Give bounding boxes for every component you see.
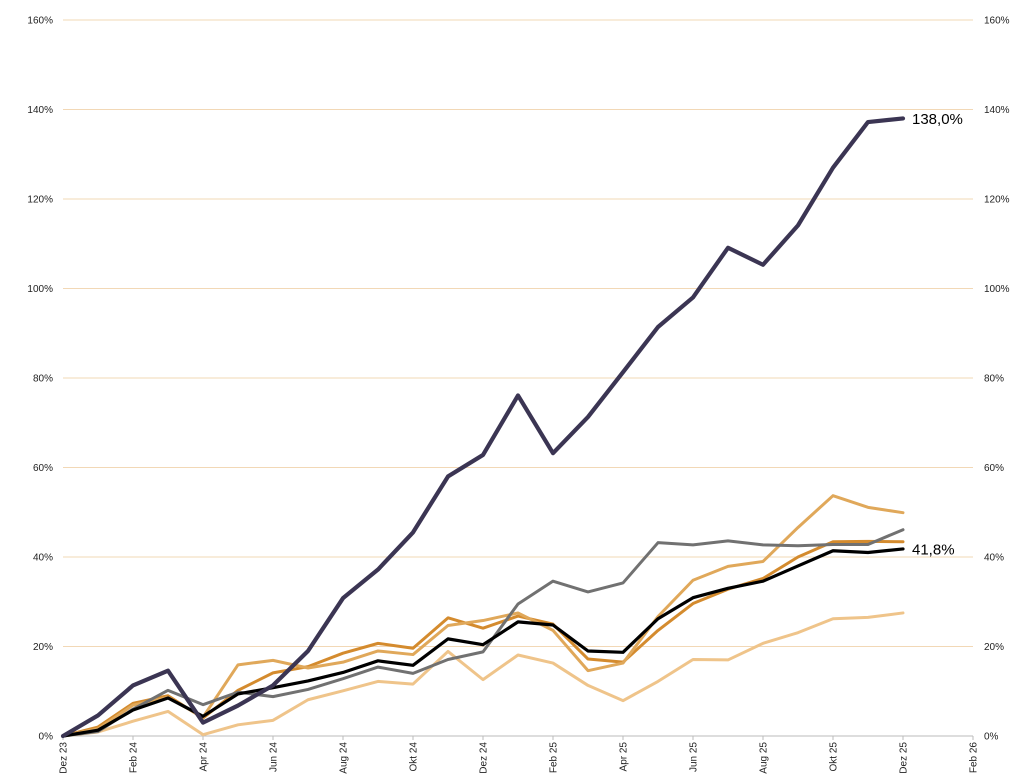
end-label-1: 138,0% bbox=[912, 111, 963, 128]
series-lines bbox=[60, 116, 906, 739]
series-line-6 bbox=[61, 611, 905, 738]
x-tick-label: Okt 25 bbox=[829, 742, 840, 772]
x-axis-ticks: Dez 23 Feb 24 Apr 24 Jun 24 Aug 24 Okt 24 Dez … bbox=[59, 736, 980, 774]
y-tick-label: 20% bbox=[33, 642, 53, 653]
y-tick-label: 160% bbox=[27, 16, 53, 27]
x-tick-label: Apr 25 bbox=[619, 742, 630, 772]
x-tick-label: Jun 24 bbox=[269, 742, 280, 772]
y-tick-label: 40% bbox=[984, 553, 1004, 564]
end-label-2: 41,8% bbox=[912, 541, 955, 558]
y-tick-label: 60% bbox=[984, 463, 1004, 474]
y-tick-label: 0% bbox=[39, 732, 54, 743]
x-tick-label: Dez 24 bbox=[479, 742, 490, 774]
y-axis-left: 0% 20% 40% 60% 80% 100% 120% 140% 160% bbox=[27, 16, 53, 743]
x-tick-label: Aug 25 bbox=[759, 742, 770, 774]
x-tick-label: Dez 25 bbox=[899, 742, 910, 774]
y-tick-label: 140% bbox=[984, 105, 1010, 116]
series-line-3 bbox=[61, 528, 905, 738]
x-tick-label: Aug 24 bbox=[339, 742, 350, 774]
series-line-2 bbox=[61, 547, 905, 738]
y-tick-label: 20% bbox=[984, 642, 1004, 653]
y-tick-label: 0% bbox=[984, 732, 999, 743]
x-tick-label: Feb 24 bbox=[129, 742, 140, 774]
x-tick-label: Feb 25 bbox=[549, 742, 560, 774]
y-tick-label: 40% bbox=[33, 553, 53, 564]
y-tick-label: 120% bbox=[984, 195, 1010, 206]
gridlines bbox=[63, 19, 973, 647]
x-tick-label: Jun 25 bbox=[689, 742, 700, 772]
y-axis-right: 0% 20% 40% 60% 80% 100% 120% 140% 160% bbox=[984, 16, 1010, 743]
y-tick-label: 100% bbox=[27, 284, 53, 295]
y-tick-label: 60% bbox=[33, 463, 53, 474]
y-tick-label: 100% bbox=[984, 284, 1010, 295]
y-tick-label: 120% bbox=[27, 195, 53, 206]
x-tick-label: Feb 26 bbox=[969, 742, 980, 774]
x-tick-label: Dez 23 bbox=[59, 742, 70, 774]
y-tick-label: 80% bbox=[984, 374, 1004, 385]
series-line-1 bbox=[60, 116, 906, 739]
x-tick-label: Okt 24 bbox=[409, 742, 420, 772]
y-tick-label: 140% bbox=[27, 105, 53, 116]
y-tick-label: 160% bbox=[984, 16, 1010, 27]
end-labels: 138,0% 41,8% bbox=[912, 111, 963, 558]
y-tick-label: 80% bbox=[33, 374, 53, 385]
x-tick-label: Apr 24 bbox=[199, 742, 210, 772]
